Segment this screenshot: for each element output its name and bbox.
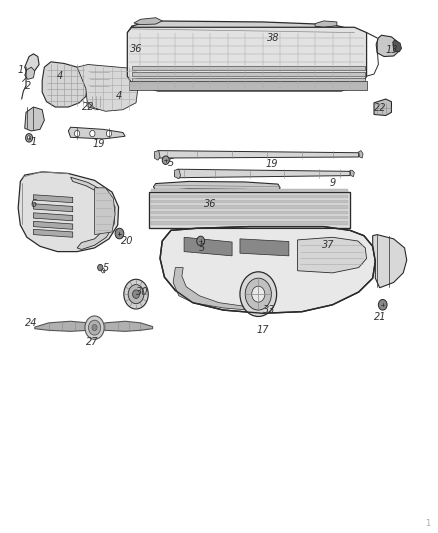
Polygon shape — [151, 189, 348, 192]
Polygon shape — [134, 18, 162, 25]
Polygon shape — [151, 200, 348, 203]
Circle shape — [124, 279, 148, 309]
Circle shape — [98, 264, 103, 271]
Polygon shape — [95, 321, 152, 332]
Text: 38: 38 — [267, 33, 280, 43]
Polygon shape — [25, 67, 35, 79]
Polygon shape — [127, 27, 367, 91]
Polygon shape — [132, 72, 365, 76]
Text: 33: 33 — [263, 305, 276, 315]
Polygon shape — [151, 211, 348, 214]
Text: 1: 1 — [425, 519, 431, 528]
Polygon shape — [18, 172, 119, 252]
Polygon shape — [173, 268, 250, 310]
Text: 19: 19 — [93, 139, 105, 149]
Text: 17: 17 — [256, 325, 269, 335]
Polygon shape — [33, 229, 73, 237]
Polygon shape — [376, 35, 399, 56]
Polygon shape — [130, 82, 367, 90]
Circle shape — [102, 269, 105, 273]
Polygon shape — [132, 66, 365, 70]
Polygon shape — [127, 26, 149, 39]
Circle shape — [90, 131, 95, 137]
Polygon shape — [33, 195, 73, 203]
Text: 37: 37 — [322, 240, 334, 250]
Polygon shape — [350, 170, 354, 176]
Text: 5: 5 — [168, 158, 174, 168]
Circle shape — [92, 325, 97, 331]
Polygon shape — [151, 221, 348, 224]
Polygon shape — [153, 181, 280, 191]
Polygon shape — [42, 62, 88, 107]
Polygon shape — [184, 237, 232, 256]
Polygon shape — [95, 188, 115, 235]
Circle shape — [88, 320, 101, 335]
Circle shape — [74, 131, 80, 137]
Polygon shape — [33, 213, 73, 221]
Text: 19: 19 — [265, 159, 278, 169]
Circle shape — [106, 131, 112, 137]
Text: 5: 5 — [198, 243, 205, 253]
Circle shape — [128, 285, 144, 304]
Text: 1: 1 — [30, 136, 36, 147]
Text: 24: 24 — [25, 318, 38, 328]
Polygon shape — [315, 21, 337, 27]
Polygon shape — [25, 54, 39, 74]
Text: 22: 22 — [374, 103, 387, 113]
Circle shape — [27, 136, 31, 140]
Polygon shape — [374, 99, 392, 116]
Polygon shape — [33, 204, 73, 212]
Polygon shape — [35, 321, 95, 332]
Polygon shape — [88, 66, 112, 92]
Polygon shape — [132, 21, 354, 38]
Polygon shape — [174, 169, 350, 177]
Circle shape — [245, 278, 272, 310]
Polygon shape — [393, 40, 402, 52]
Circle shape — [115, 228, 124, 239]
Circle shape — [252, 286, 265, 302]
Polygon shape — [151, 195, 348, 198]
Text: 36: 36 — [130, 44, 142, 53]
Polygon shape — [149, 192, 350, 228]
Polygon shape — [25, 107, 44, 131]
Circle shape — [197, 236, 205, 246]
Text: 20: 20 — [121, 236, 134, 246]
Text: 27: 27 — [86, 337, 99, 347]
Polygon shape — [160, 227, 375, 313]
Text: 21: 21 — [374, 312, 387, 322]
Circle shape — [162, 156, 169, 165]
Polygon shape — [68, 127, 125, 139]
Text: 2: 2 — [25, 81, 32, 91]
Text: 13: 13 — [385, 45, 398, 54]
Polygon shape — [77, 64, 138, 111]
Polygon shape — [154, 151, 359, 158]
Circle shape — [133, 290, 140, 298]
Text: 4: 4 — [116, 91, 122, 101]
Text: 1: 1 — [17, 65, 24, 75]
Text: 30: 30 — [136, 287, 149, 297]
Text: 9: 9 — [329, 178, 336, 188]
Text: 36: 36 — [204, 199, 216, 209]
Polygon shape — [151, 205, 348, 208]
Polygon shape — [33, 221, 73, 229]
Polygon shape — [132, 78, 365, 82]
Text: 22: 22 — [82, 102, 94, 112]
Polygon shape — [240, 239, 289, 256]
Polygon shape — [71, 177, 115, 249]
Circle shape — [85, 316, 104, 340]
Text: 4: 4 — [57, 71, 63, 81]
Polygon shape — [151, 216, 348, 219]
Polygon shape — [373, 235, 407, 288]
Polygon shape — [359, 151, 363, 158]
Polygon shape — [154, 151, 160, 160]
Polygon shape — [174, 169, 180, 179]
Text: 5: 5 — [102, 263, 109, 272]
Polygon shape — [88, 94, 103, 110]
Circle shape — [25, 134, 32, 142]
Circle shape — [240, 272, 277, 317]
Polygon shape — [297, 237, 367, 273]
Text: 6: 6 — [30, 199, 36, 209]
Circle shape — [378, 300, 387, 310]
